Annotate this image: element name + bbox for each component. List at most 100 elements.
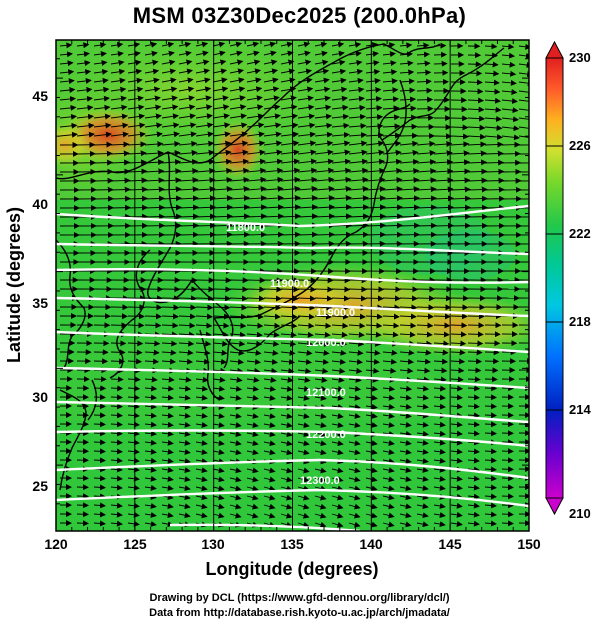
- wind-arrow: [365, 59, 380, 66]
- wind-arrow: [365, 367, 380, 374]
- wind-arrow: [399, 295, 418, 302]
- wind-arrow: [331, 476, 344, 483]
- wind-arrow: [246, 41, 260, 48]
- wind-arrow: [127, 77, 143, 84]
- wind-arrow: [229, 77, 245, 84]
- wind-arrow: [365, 158, 386, 165]
- wind-arrow: [348, 331, 365, 338]
- wind-arrow: [93, 95, 110, 102]
- wind-arrow: [280, 376, 294, 383]
- wind-arrow: [399, 87, 416, 94]
- wind-arrow: [365, 422, 378, 428]
- wind-arrow: [331, 485, 344, 492]
- wind-arrow: [229, 467, 242, 474]
- wind-arrow: [331, 394, 344, 401]
- wind-arrow: [416, 430, 429, 437]
- wind-arrow: [161, 95, 178, 102]
- wind-arrow: [348, 322, 366, 329]
- wind-arrow: [416, 168, 437, 175]
- wind-arrow: [416, 177, 437, 184]
- wind-arrow: [76, 122, 95, 129]
- wind-arrow: [467, 106, 485, 113]
- wind-arrow: [416, 457, 429, 464]
- wind-arrow: [433, 168, 454, 175]
- wind-arrow: [212, 313, 230, 320]
- wind-arrow: [280, 286, 300, 293]
- colorbar-bottom-extend-triangle: [545, 497, 564, 516]
- wind-arrow: [246, 304, 265, 311]
- wind-arrow: [212, 412, 225, 419]
- wind-arrow: [331, 322, 349, 329]
- wind-arrow: [212, 222, 233, 229]
- wind-arrow: [110, 466, 123, 473]
- wind-arrow: [331, 176, 352, 183]
- wind-arrow: [178, 222, 199, 229]
- wind-arrow: [433, 204, 454, 211]
- wind-arrow: [195, 376, 209, 383]
- wind-arrow: [212, 340, 229, 347]
- wind-arrow: [331, 286, 351, 293]
- wind-arrow: [127, 141, 147, 148]
- wind-arrow: [246, 485, 259, 492]
- wind-arrow: [110, 177, 131, 184]
- wind-arrow: [93, 113, 112, 120]
- wind-arrow: [348, 59, 363, 66]
- wind-arrow: [229, 41, 243, 48]
- wind-arrow: [280, 485, 293, 492]
- wind-arrow: [110, 42, 124, 48]
- wind-arrow: [263, 349, 279, 356]
- wind-arrow: [399, 349, 415, 356]
- wind-arrow: [314, 86, 331, 93]
- wind-arrow: [229, 167, 250, 174]
- wind-arrow: [365, 213, 386, 220]
- wind-arrow: [144, 322, 162, 329]
- colorbar-scale: [545, 57, 564, 499]
- wind-arrow: [450, 322, 468, 329]
- y-tick-label: 45: [32, 88, 48, 104]
- wind-arrow: [178, 158, 199, 165]
- wind-arrow: [399, 167, 420, 174]
- wind-arrow: [450, 159, 471, 166]
- wind-arrow: [314, 349, 330, 356]
- wind-arrow: [212, 204, 233, 211]
- wind-arrow: [127, 340, 144, 347]
- wind-arrow: [246, 358, 262, 365]
- wind-arrow: [314, 313, 332, 320]
- wind-arrow: [450, 349, 466, 356]
- wind-arrow: [331, 104, 349, 111]
- wind-arrow: [416, 412, 429, 419]
- wind-arrow: [314, 286, 334, 293]
- wind-arrow: [382, 331, 399, 338]
- wind-arrow: [297, 77, 313, 84]
- wind-arrow: [297, 467, 310, 474]
- wind-arrow: [331, 385, 345, 392]
- wind-arrow: [127, 104, 145, 111]
- wind-arrow: [195, 412, 208, 419]
- colorbar-top-extend-triangle: [545, 40, 564, 59]
- wind-arrow: [314, 176, 335, 183]
- wind-arrow: [314, 413, 327, 419]
- wind-arrow: [297, 385, 311, 392]
- wind-arrow: [297, 367, 312, 374]
- wind-arrow: [229, 140, 249, 147]
- wind-arrow: [280, 149, 300, 156]
- wind-arrow: [331, 313, 349, 320]
- wind-arrow: [212, 485, 225, 492]
- wind-arrow: [144, 385, 158, 392]
- wind-arrow: [382, 394, 395, 401]
- wind-arrow: [246, 77, 262, 84]
- wind-arrow: [229, 286, 249, 293]
- wind-arrow: [501, 70, 517, 77]
- wind-arrow: [348, 231, 369, 238]
- wind-arrow: [263, 476, 276, 483]
- wind-arrow: [246, 86, 263, 93]
- wind-arrow: [127, 86, 144, 93]
- wind-arrow: [127, 412, 140, 419]
- wind-arrow: [212, 467, 225, 474]
- wind-arrow: [263, 213, 284, 220]
- wind-arrow: [212, 104, 230, 111]
- wind-arrow: [280, 295, 299, 302]
- wind-arrow: [416, 476, 429, 482]
- wind-arrow: [382, 105, 400, 112]
- wind-arrow: [229, 195, 250, 202]
